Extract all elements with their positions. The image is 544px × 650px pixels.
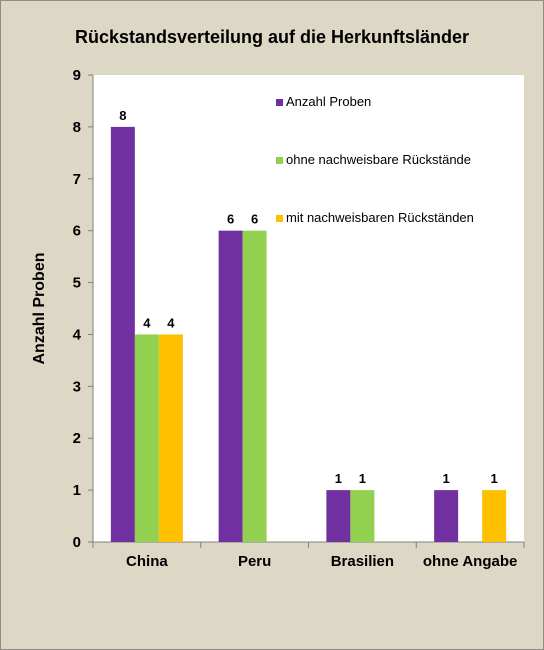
y-tick-label: 3	[73, 378, 81, 395]
legend-swatch	[276, 99, 283, 106]
bar	[242, 230, 267, 542]
y-tick-label: 1	[73, 482, 81, 499]
data-label: 1	[335, 471, 342, 486]
legend-label: Anzahl Proben	[286, 94, 371, 109]
bar	[218, 230, 243, 542]
x-tick-label: ohne Angabe	[423, 553, 517, 570]
legend-swatch	[276, 215, 283, 222]
data-label: 1	[443, 471, 450, 486]
chart-title: Rückstandsverteilung auf die Herkunftslä…	[74, 27, 470, 47]
legend-label: mit nachweisbaren Rückständen	[286, 210, 474, 225]
bar	[326, 490, 351, 542]
bar	[434, 490, 459, 542]
legend-swatch	[276, 157, 283, 164]
y-tick-label: 0	[73, 534, 81, 551]
data-label: 6	[251, 212, 258, 227]
bar	[134, 334, 159, 542]
y-tick-label: 4	[73, 326, 82, 343]
y-tick-label: 7	[73, 171, 81, 188]
bar	[158, 334, 183, 542]
y-tick-label: 6	[73, 223, 81, 240]
x-tick-label: China	[126, 553, 168, 570]
bar	[110, 126, 135, 542]
data-label: 4	[167, 315, 175, 330]
bar	[350, 490, 375, 542]
y-tick-label: 8	[73, 119, 81, 136]
legend-label: ohne nachweisbare Rückstände	[286, 152, 471, 167]
bar	[482, 490, 507, 542]
x-tick-label: Peru	[238, 553, 271, 570]
y-tick-label: 5	[73, 275, 81, 292]
data-label: 1	[359, 471, 366, 486]
data-label: 4	[143, 315, 151, 330]
y-tick-label: 9	[73, 67, 81, 84]
data-label: 8	[119, 108, 126, 123]
y-axis-label: Anzahl Proben	[31, 252, 48, 364]
x-tick-label: Brasilien	[331, 553, 394, 570]
y-tick-label: 2	[73, 430, 81, 447]
data-label: 1	[491, 471, 498, 486]
data-label: 6	[227, 212, 234, 227]
